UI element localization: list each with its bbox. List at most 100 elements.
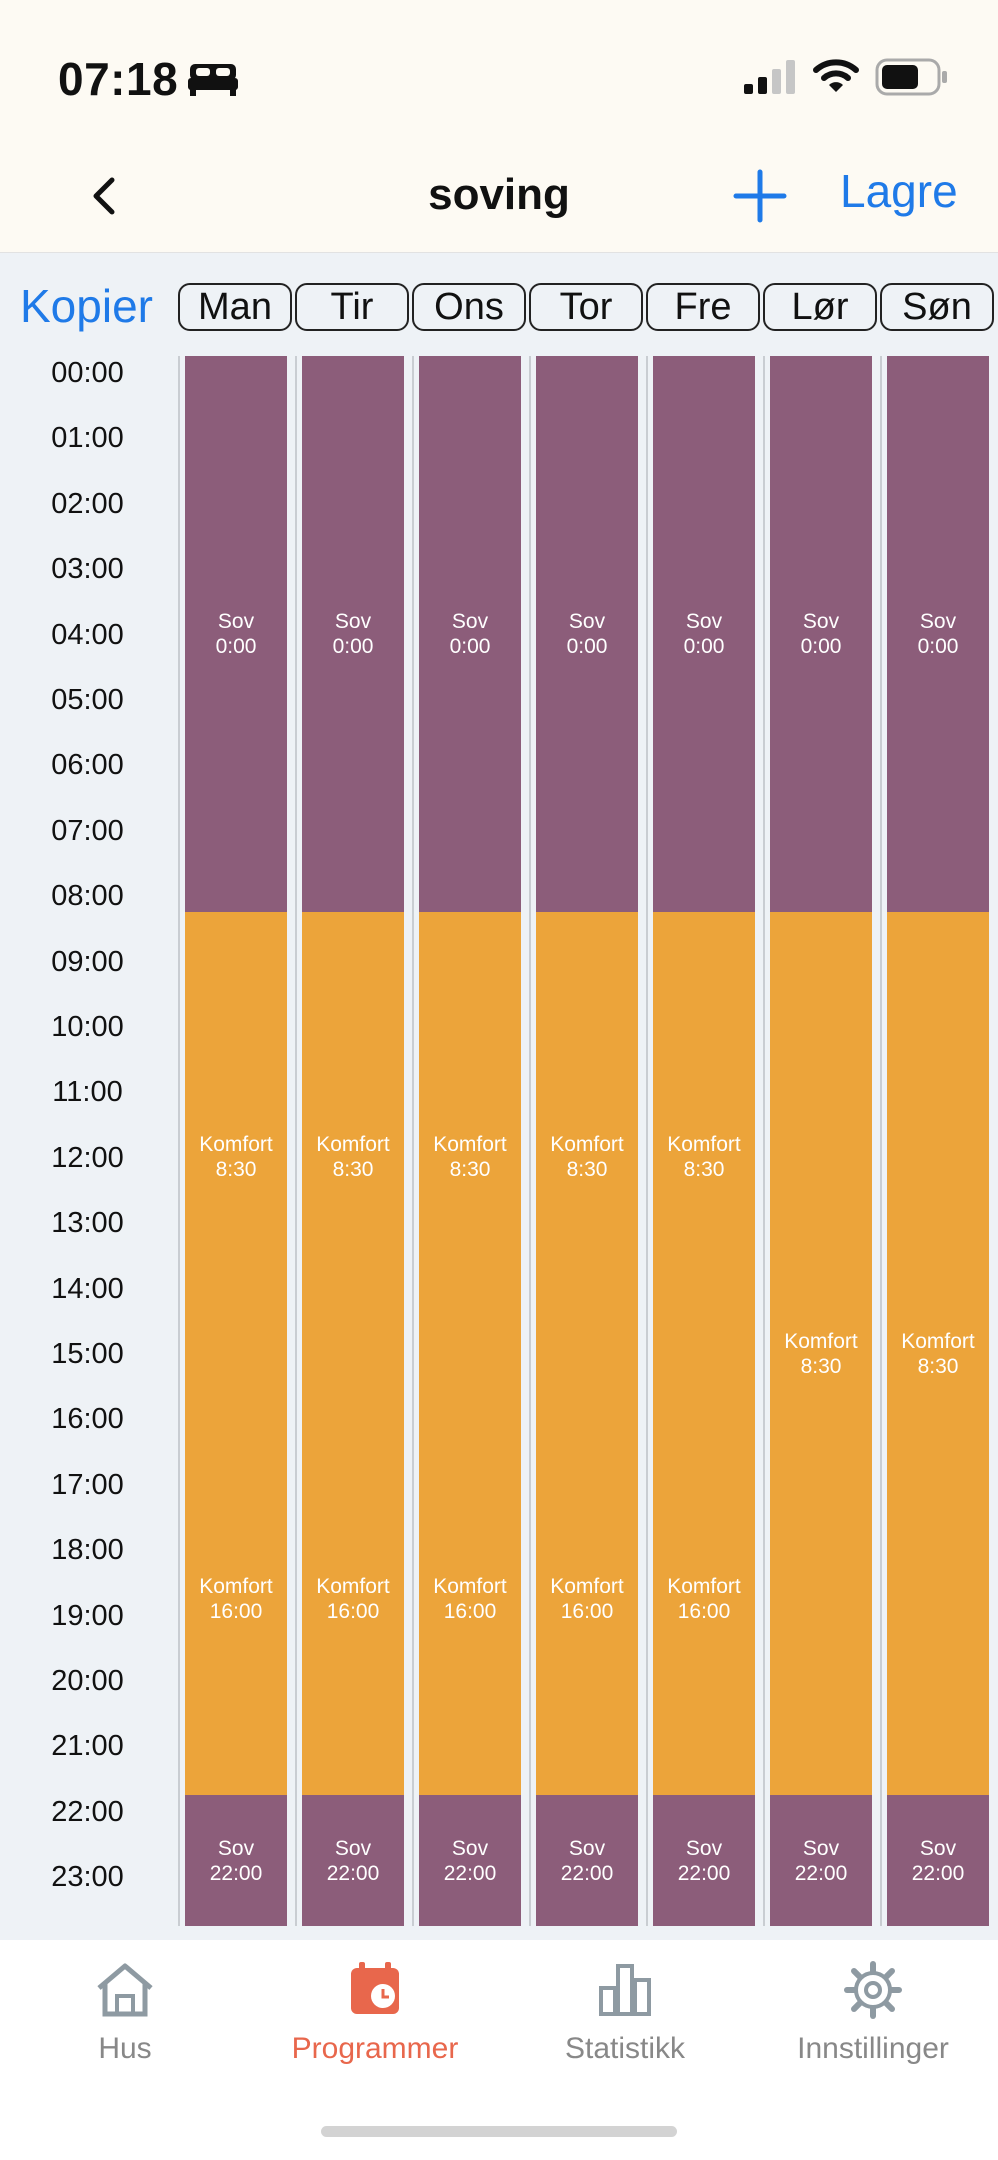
- segment-start-time: 0:00: [800, 635, 842, 659]
- sleep-block[interactable]: [536, 356, 638, 913]
- segment-label: Komfort 8:30: [185, 1132, 287, 1182]
- segment-start-time: 0:00: [683, 635, 725, 659]
- tab-programmer[interactable]: Programmer: [250, 1960, 500, 2066]
- day-column: Sov 0:00 Komfort 8:30 Komfort 16:00 Sov 22:00: [302, 356, 404, 1926]
- segment-mode: Komfort: [433, 1133, 507, 1157]
- sleep-block[interactable]: [419, 356, 521, 913]
- home-indicator: [321, 2126, 677, 2137]
- sleep-block[interactable]: [653, 356, 755, 913]
- sleep-block[interactable]: [302, 1795, 404, 1926]
- segment-label: Sov 0:00: [302, 609, 404, 659]
- segment-label: Komfort 16:00: [536, 1574, 638, 1624]
- tab-label: Innstillinger: [797, 2032, 949, 2065]
- segment-label: Komfort 16:00: [653, 1574, 755, 1624]
- segment-label: Komfort 8:30: [302, 1132, 404, 1182]
- schedule-panel: Kopier Man Tir Ons Tor Fre Lør Søn 00:00 01:00 0…: [0, 253, 998, 1940]
- comfort-block[interactable]: [770, 912, 872, 1796]
- tab-innstillinger[interactable]: Innstillinger: [748, 1960, 998, 2066]
- hour-label: 16:00: [51, 1403, 124, 1436]
- segment-label: Sov 22:00: [653, 1836, 755, 1886]
- column-divider: [412, 356, 414, 1926]
- sleep-block[interactable]: [887, 1795, 989, 1926]
- segment-start-time: 22:00: [443, 1861, 497, 1885]
- day-button[interactable]: Man: [178, 283, 292, 331]
- sleep-block[interactable]: [302, 356, 404, 913]
- sleep-block[interactable]: [419, 1795, 521, 1926]
- hour-label: 04:00: [51, 618, 124, 651]
- sleep-block[interactable]: [536, 1795, 638, 1926]
- segment-label: Sov 0:00: [536, 609, 638, 659]
- segment-start-time: 16:00: [326, 1599, 380, 1623]
- tab-label: Programmer: [291, 2032, 459, 2065]
- day-button[interactable]: Lør: [763, 283, 877, 331]
- tab-statistikk[interactable]: Statistikk: [500, 1960, 750, 2066]
- segment-label: Sov 0:00: [653, 609, 755, 659]
- comfort-block[interactable]: [302, 912, 404, 1796]
- segment-label: Sov 0:00: [770, 609, 872, 659]
- segment-start-time: 22:00: [794, 1861, 848, 1885]
- hour-label: 23:00: [51, 1861, 124, 1894]
- segment-mode: Komfort: [550, 1133, 624, 1157]
- segment-mode: Komfort: [784, 1329, 858, 1353]
- segment-start-time: 16:00: [209, 1599, 263, 1623]
- sleep-block[interactable]: [185, 1795, 287, 1926]
- segment-label: Sov 22:00: [185, 1836, 287, 1886]
- comfort-block[interactable]: [653, 912, 755, 1796]
- bar-chart-icon: [599, 1964, 651, 2016]
- day-column: Sov 0:00 Komfort 8:30 Komfort 16:00 Sov 22:00: [185, 356, 287, 1926]
- sleep-block[interactable]: [770, 1795, 872, 1926]
- day-column: Sov 0:00 Komfort 8:30 Komfort 16:00 Sov 22:00: [419, 356, 521, 1926]
- hour-label: 03:00: [51, 553, 124, 586]
- chevron-left-icon[interactable]: [78, 168, 134, 224]
- sleep-block[interactable]: [653, 1795, 755, 1926]
- segment-start-time: 16:00: [677, 1599, 731, 1623]
- segment-start-time: 0:00: [332, 635, 374, 659]
- day-column: Sov 0:00 Komfort 8:30 Sov 22:00: [887, 356, 989, 1926]
- segment-mode: Sov: [217, 1836, 255, 1860]
- segment-start-time: 16:00: [560, 1599, 614, 1623]
- column-divider: [763, 356, 765, 1926]
- sleep-block[interactable]: [185, 356, 287, 913]
- segment-label: Sov 0:00: [185, 609, 287, 659]
- segment-mode: Komfort: [901, 1329, 975, 1353]
- segment-label: Komfort 16:00: [185, 1574, 287, 1624]
- segment-mode: Sov: [334, 610, 372, 634]
- day-column: Sov 0:00 Komfort 8:30 Komfort 16:00 Sov 22:00: [536, 356, 638, 1926]
- segment-start-time: 8:30: [683, 1158, 725, 1182]
- day-button[interactable]: Søn: [880, 283, 994, 331]
- sleep-block[interactable]: [887, 356, 989, 913]
- segment-start-time: 22:00: [326, 1861, 380, 1885]
- plus-icon[interactable]: [728, 164, 792, 228]
- comfort-block[interactable]: [887, 912, 989, 1796]
- segment-start-time: 0:00: [215, 635, 257, 659]
- segment-start-time: 8:30: [215, 1158, 257, 1182]
- comfort-block[interactable]: [185, 912, 287, 1796]
- segment-label: Sov 22:00: [887, 1836, 989, 1886]
- day-button[interactable]: Ons: [412, 283, 526, 331]
- day-button[interactable]: Fre: [646, 283, 760, 331]
- segment-mode: Sov: [451, 1836, 489, 1860]
- comfort-block[interactable]: [536, 912, 638, 1796]
- segment-mode: Komfort: [433, 1574, 507, 1598]
- day-button[interactable]: Tir: [295, 283, 409, 331]
- battery-icon: [875, 58, 947, 96]
- copy-button[interactable]: Kopier: [20, 280, 153, 332]
- segment-mode: Sov: [802, 610, 840, 634]
- comfort-block[interactable]: [419, 912, 521, 1796]
- tab-label: Hus: [98, 2032, 152, 2065]
- segment-label: Sov 22:00: [536, 1836, 638, 1886]
- segment-mode: Sov: [919, 1836, 957, 1860]
- calendar-clock-icon: [351, 1962, 399, 2014]
- tab-hus[interactable]: Hus: [0, 1960, 250, 2066]
- day-button[interactable]: Tor: [529, 283, 643, 331]
- save-button[interactable]: Lagre: [840, 165, 958, 217]
- segment-mode: Sov: [685, 1836, 723, 1860]
- day-column: Sov 0:00 Komfort 8:30 Sov 22:00: [770, 356, 872, 1926]
- hour-label: 14:00: [51, 1272, 124, 1305]
- nav-bar: soving Lagre: [0, 140, 998, 253]
- segment-mode: Komfort: [199, 1574, 273, 1598]
- hour-label: 10:00: [51, 1011, 124, 1043]
- segment-mode: Komfort: [316, 1133, 390, 1157]
- column-divider: [646, 356, 648, 1926]
- sleep-block[interactable]: [770, 356, 872, 913]
